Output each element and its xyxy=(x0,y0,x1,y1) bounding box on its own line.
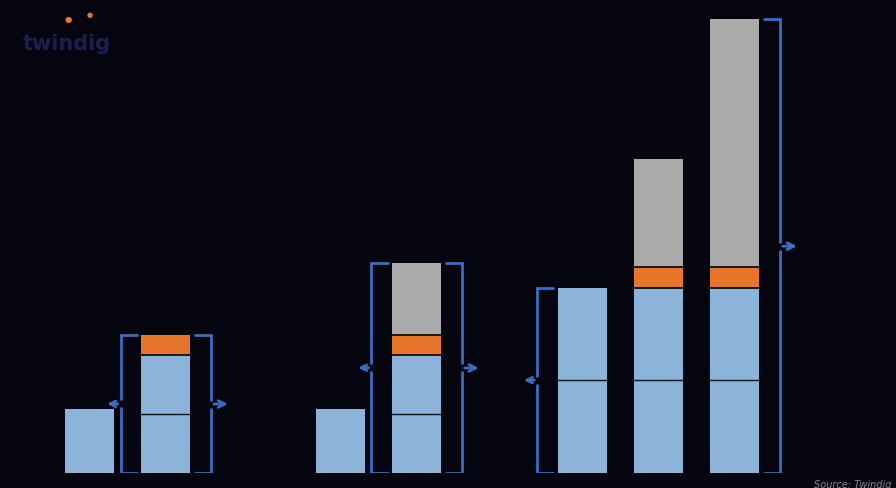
Text: ●: ● xyxy=(65,15,72,23)
Bar xyxy=(710,288,760,473)
Bar xyxy=(710,268,760,288)
Bar xyxy=(392,335,442,356)
Bar xyxy=(634,160,683,268)
Text: twindig: twindig xyxy=(22,34,110,54)
Bar xyxy=(316,409,366,473)
Text: Source: Twindig: Source: Twindig xyxy=(814,479,892,488)
Bar xyxy=(634,268,683,288)
Bar xyxy=(634,288,683,473)
Bar xyxy=(392,356,442,473)
Bar xyxy=(65,409,115,473)
Bar xyxy=(557,288,607,473)
Text: ●: ● xyxy=(87,12,93,18)
Bar xyxy=(392,264,442,335)
Bar xyxy=(142,335,191,356)
Bar xyxy=(710,20,760,268)
Bar xyxy=(142,356,191,473)
